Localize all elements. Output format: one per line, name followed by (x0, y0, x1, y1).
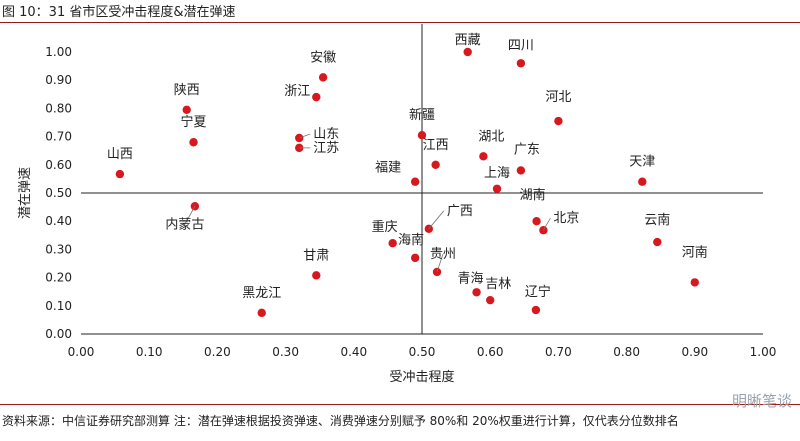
data-point-吉林 (486, 295, 495, 305)
data-label: 四川 (508, 38, 534, 53)
y-axis-label: 潜在弹速 (18, 167, 33, 219)
data-point-湖南 (532, 217, 541, 226)
scatter-chart: 0.00 0.10 0.20 0.30 0.40 0.50 0.60 0.70 0.80 0.90… (18, 24, 777, 385)
data-label: 江苏 (313, 140, 339, 156)
y-tick-label: 0.80 (45, 101, 72, 115)
label-leader-line (428, 210, 445, 230)
data-label: 安徽 (310, 50, 336, 65)
data-point-江西 (431, 160, 440, 169)
y-tick-label: 0.60 (45, 158, 72, 172)
y-tick-label: 0.10 (45, 299, 72, 313)
data-point-安徽 (318, 73, 328, 82)
y-tick-label: 0.70 (45, 130, 72, 144)
data-label: 上海 (484, 166, 510, 181)
data-label: 西藏 (455, 33, 481, 48)
data-label: 北京 (553, 211, 579, 226)
y-tick-label: 0.30 (45, 242, 72, 256)
y-tick-label: 0.50 (45, 186, 72, 200)
data-point-新疆 (417, 130, 427, 140)
y-tick-label: 0.90 (45, 73, 72, 87)
data-point-甘肃 (312, 271, 321, 280)
data-label: 宁夏 (181, 114, 207, 130)
x-tick-label: 0.70 (545, 345, 572, 359)
x-tick-label: 0.60 (477, 345, 504, 359)
data-label: 湖北 (478, 129, 504, 144)
data-point-青海 (472, 288, 481, 297)
label-leader-line (436, 253, 444, 273)
data-point-广东 (516, 166, 526, 175)
x-tick-label: 0.10 (136, 345, 163, 359)
data-point-河北 (554, 116, 563, 126)
data-point-湖北 (479, 152, 488, 161)
data-label: 黑龙江 (242, 286, 281, 301)
data-point-陕西 (182, 105, 191, 115)
figure-title: 图 10：31 省市区受冲击程度&潜在弹速 (2, 5, 236, 20)
data-label: 河南 (682, 244, 708, 260)
data-label: 福建 (375, 161, 401, 176)
source-note: 资料来源：中信证券研究部测算 注：潜在弹速根据投资弹速、消费弹速分别赋予 80%… (2, 414, 679, 428)
data-label: 新疆 (409, 107, 435, 123)
data-point-天津 (638, 177, 647, 186)
data-point-河南 (690, 278, 699, 287)
data-label: 海南 (398, 232, 424, 248)
data-label: 浙江 (284, 84, 310, 99)
label-leader-line (184, 206, 196, 225)
data-label: 辽宁 (525, 284, 551, 300)
data-label: 陕西 (174, 83, 200, 98)
data-point-西藏 (463, 47, 472, 57)
x-tick-label: 0.50 (409, 345, 436, 359)
data-point-云南 (653, 237, 662, 247)
data-label: 河北 (545, 90, 571, 105)
data-label: 山东 (313, 127, 339, 142)
y-tick-label: 0.00 (45, 327, 72, 341)
data-label: 重庆 (372, 219, 398, 235)
x-tick-label: 0.80 (613, 345, 640, 359)
y-tick-label: 0.40 (45, 214, 72, 228)
data-label: 贵州 (430, 247, 456, 262)
data-point-福建 (410, 177, 420, 186)
data-label: 广东 (514, 142, 540, 157)
x-tick-label: 0.30 (272, 345, 299, 359)
data-label: 内蒙古 (165, 216, 204, 232)
data-label: 山西 (107, 147, 133, 162)
label-leader-line (299, 133, 311, 139)
x-axis-label: 受冲击程度 (389, 369, 454, 385)
y-tick-label: 0.20 (45, 271, 72, 285)
x-tick-label: 0.00 (68, 345, 95, 359)
footer-divider (0, 404, 800, 405)
data-point-重庆 (388, 238, 397, 248)
x-tick-label: 1.00 (750, 345, 777, 359)
label-leader-line (543, 218, 551, 231)
title-divider (0, 22, 800, 23)
data-label: 湖南 (520, 187, 546, 203)
data-point-山西 (115, 169, 125, 179)
data-point-海南 (410, 253, 420, 263)
data-point-黑龙江 (257, 308, 266, 318)
data-label: 吉林 (485, 277, 511, 292)
data-label: 江西 (423, 138, 449, 153)
data-point-宁夏 (189, 138, 198, 147)
watermark: 明晰笔谈 (731, 392, 792, 410)
data-label: 甘肃 (303, 248, 329, 263)
data-label: 广西 (447, 204, 473, 219)
x-tick-label: 0.40 (340, 345, 367, 359)
data-label: 青海 (458, 271, 484, 286)
data-point-辽宁 (531, 305, 541, 315)
data-label: 天津 (629, 155, 655, 170)
data-point-浙江 (312, 92, 321, 102)
x-tick-label: 0.90 (681, 345, 708, 359)
y-tick-label: 1.00 (45, 45, 72, 59)
x-tick-label: 0.20 (204, 345, 231, 359)
data-point-上海 (492, 184, 502, 193)
data-point-四川 (516, 59, 526, 68)
data-label: 云南 (644, 212, 670, 228)
